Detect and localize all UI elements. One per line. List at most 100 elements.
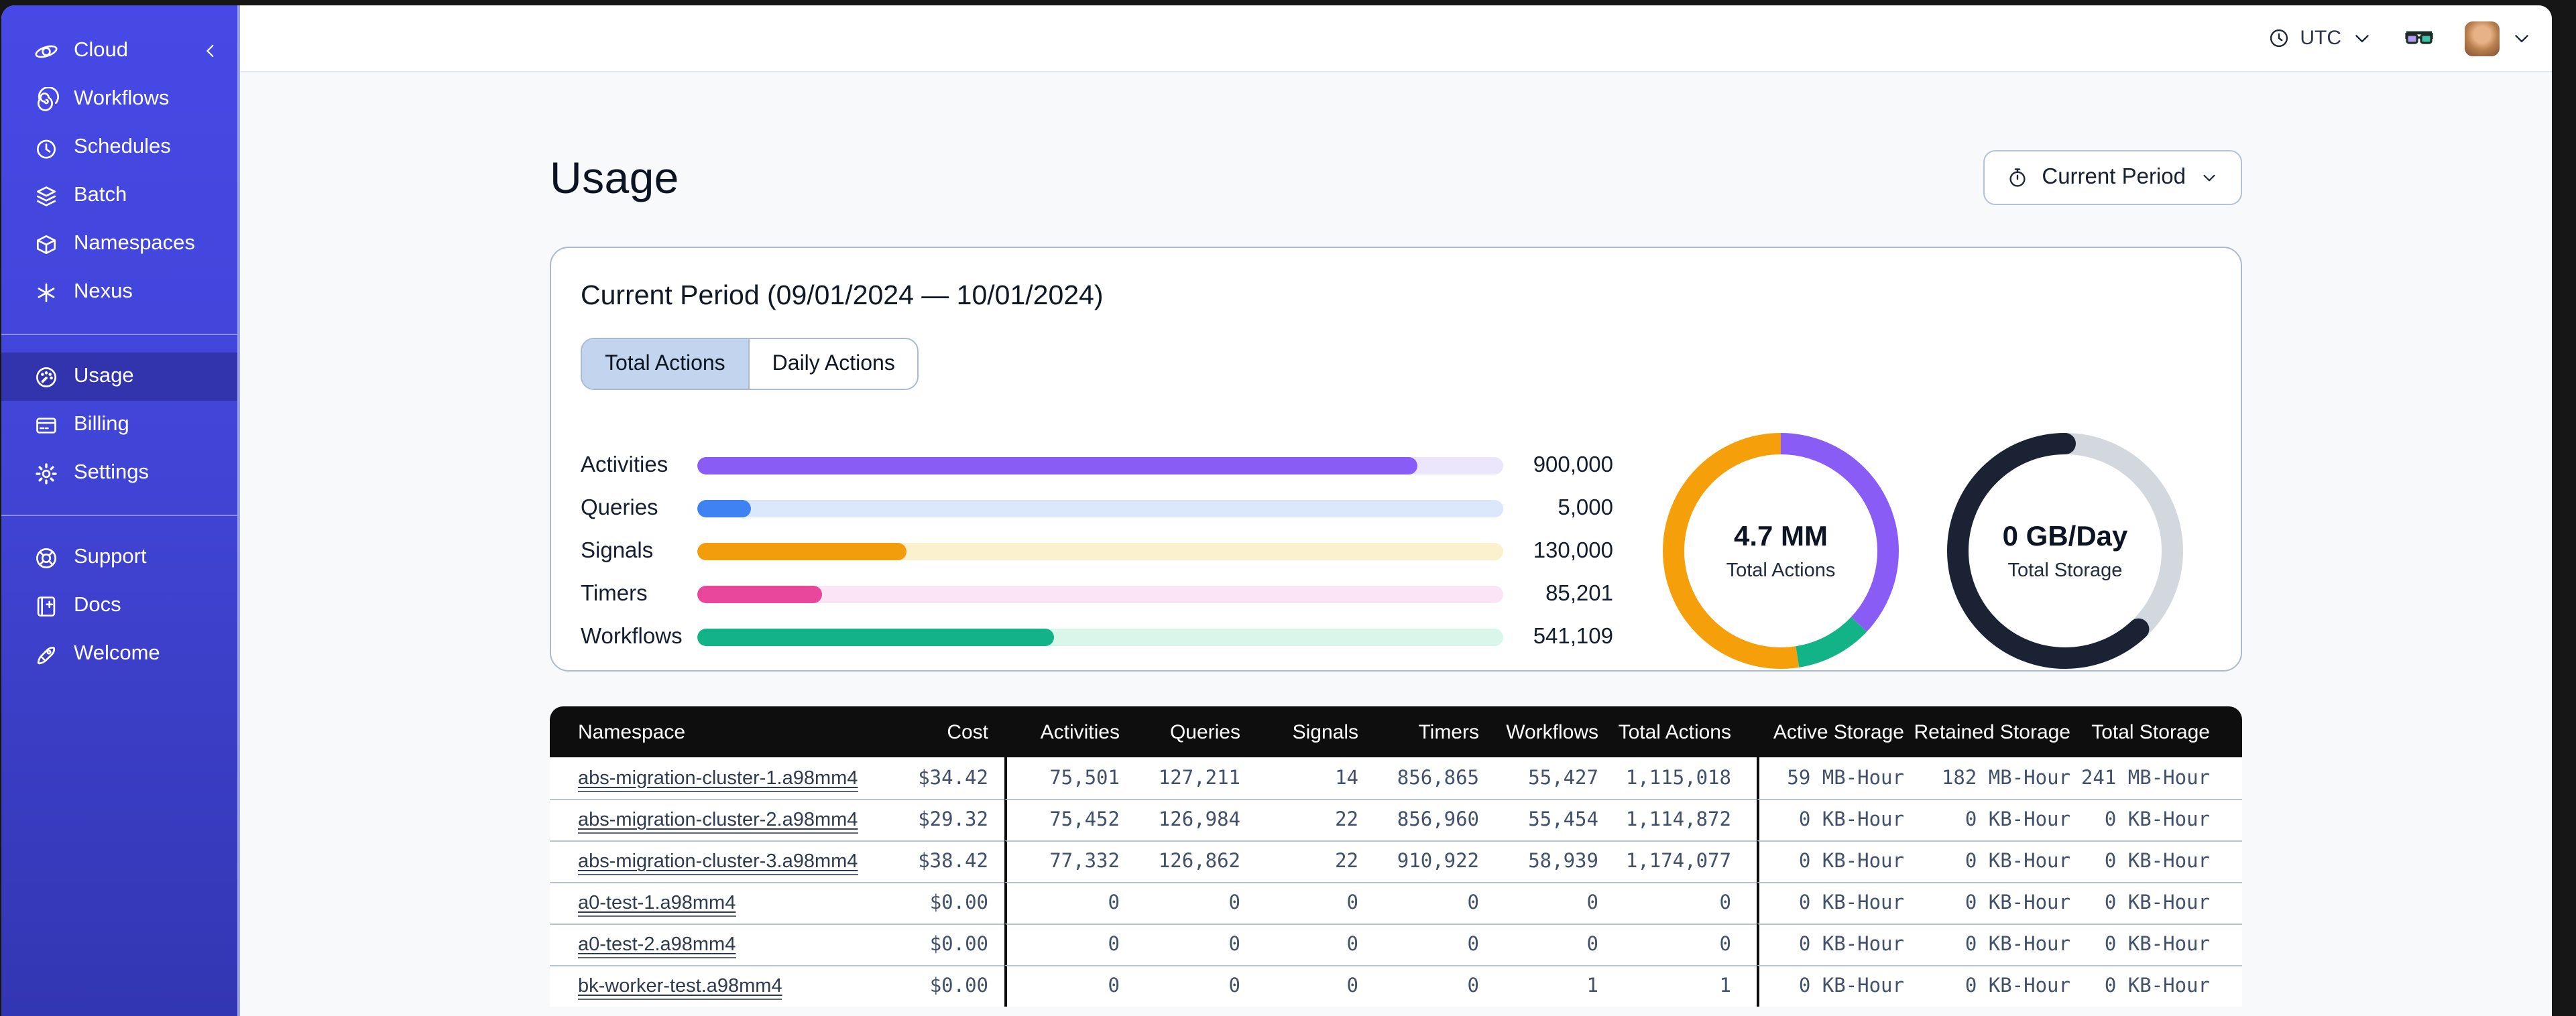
timezone-label: UTC [2300, 27, 2341, 50]
sidebar-item-workflows[interactable]: Workflows [1, 75, 237, 123]
sidebar-item-label: Settings [74, 461, 150, 484]
cell-value: 0 [1467, 976, 1479, 997]
cell-value: 75,501 [1049, 767, 1120, 789]
cell-value: 856,865 [1397, 767, 1479, 789]
column-header-total-actions[interactable]: Total Actions [1598, 706, 1757, 757]
namespace-link[interactable]: abs-migration-cluster-1.a98mm4 [578, 767, 858, 791]
table-wrap: Namespace Cost Activities Queries Signals Tim… [550, 706, 2242, 1007]
cell-value: $0.00 [929, 893, 988, 914]
settings-icon [34, 460, 59, 486]
column-header-namespace[interactable]: Namespace [550, 706, 858, 757]
cell-value: 0 KB-Hour [2104, 810, 2210, 831]
sidebar-collapse-icon[interactable] [200, 40, 221, 62]
sidebar-item-namespaces[interactable]: Namespaces [1, 220, 237, 268]
table-row: bk-worker-test.a98mm4 $0.00 0 0 0 0 1 1 0 KB-Hou… [550, 965, 2242, 1007]
tab-daily-actions[interactable]: Daily Actions [748, 339, 918, 389]
cell-value: 1 [1719, 976, 1731, 997]
chevron-down-icon [2351, 27, 2374, 50]
cell-value: $34.42 [918, 767, 988, 789]
sidebar-item-docs[interactable]: Docs [1, 582, 237, 630]
sidebar-item-batch[interactable]: Batch [1, 172, 237, 220]
current-period-card: Current Period (09/01/2024 — 10/01/2024)… [550, 247, 2242, 672]
cell-value: 0 KB-Hour [2104, 976, 2210, 997]
sidebar-item-billing[interactable]: Billing [1, 401, 237, 449]
cell-value: 0 [1586, 893, 1598, 914]
column-header-total-storage[interactable]: Total Storage [2070, 706, 2210, 757]
main-area: UTC Usage Current Peri [240, 5, 2552, 1016]
cell-value: 0 KB-Hour [1965, 810, 2070, 831]
bar-value: 900,000 [1533, 452, 1613, 477]
stopwatch-icon [2005, 166, 2028, 189]
table-row: abs-migration-cluster-3.a98mm4 $38.42 77,3… [550, 840, 2242, 882]
column-header-timers[interactable]: Timers [1358, 706, 1479, 757]
feedback-glasses-button[interactable] [2403, 22, 2435, 54]
cell-value: 0 [1467, 893, 1479, 914]
cell-value: 0 [1346, 976, 1358, 997]
sidebar-item-schedules[interactable]: Schedules [1, 123, 237, 172]
bar-row-signals: Signals 130,000 [581, 529, 1613, 572]
temporal-logo-icon [34, 38, 59, 64]
bar-fill [697, 499, 752, 517]
sidebar-item-welcome[interactable]: Welcome [1, 630, 237, 678]
cell-value: 856,960 [1397, 810, 1479, 831]
column-header-cost[interactable]: Cost [858, 706, 1004, 757]
tab-total-actions[interactable]: Total Actions [582, 339, 748, 389]
usage-donuts: 4.7 MM Total Actions 0 GB/Day Total Storage [1660, 430, 2211, 672]
cell-value: 1,115,018 [1625, 767, 1731, 789]
cell-value: 0 [1228, 934, 1240, 956]
cell-value: 0 KB-Hour [1798, 934, 1904, 956]
bar-track [697, 456, 1503, 474]
sidebar-item-label: Usage [74, 365, 134, 387]
sidebar-item-label: Namespaces [74, 232, 195, 255]
sidebar-item-cloud[interactable]: Cloud [1, 27, 237, 75]
clock-icon [2268, 27, 2290, 50]
cell-value: 0 KB-Hour [1798, 851, 1904, 873]
donut-value: 0 GB/Day [2002, 521, 2128, 552]
sidebar-item-support[interactable]: Support [1, 533, 237, 582]
column-header-queries[interactable]: Queries [1120, 706, 1240, 757]
namespace-link[interactable]: a0-test-2.a98mm4 [578, 934, 736, 958]
cell-value: $29.32 [918, 810, 988, 831]
cell-value: 1,114,872 [1625, 810, 1731, 831]
glasses-icon [2403, 22, 2435, 54]
chevron-down-icon [2199, 168, 2219, 188]
period-button-label: Current Period [2042, 165, 2186, 189]
column-header-active-storage[interactable]: Active Storage [1757, 706, 1904, 757]
sidebar-item-nexus[interactable]: Nexus [1, 268, 237, 316]
account-menu[interactable] [2465, 21, 2533, 56]
table-row: abs-migration-cluster-2.a98mm4 $29.32 75,4… [550, 799, 2242, 840]
topbar: UTC [240, 5, 2552, 72]
column-header-signals[interactable]: Signals [1240, 706, 1358, 757]
column-header-workflows[interactable]: Workflows [1479, 706, 1598, 757]
column-header-activities[interactable]: Activities [1004, 706, 1120, 757]
support-icon [34, 545, 59, 570]
cell-value: 0 KB-Hour [2104, 934, 2210, 956]
namespace-link[interactable]: bk-worker-test.a98mm4 [578, 976, 782, 1000]
column-header-retained-storage[interactable]: Retained Storage [1904, 706, 2070, 757]
cell-value: 0 [1346, 893, 1358, 914]
cell-value: 0 KB-Hour [1798, 976, 1904, 997]
bar-track [697, 542, 1503, 560]
cell-spacer [2210, 757, 2242, 799]
period-selector-button[interactable]: Current Period [1983, 150, 2242, 205]
bar-row-activities: Activities 900,000 [581, 444, 1613, 487]
bar-label: Activities [581, 452, 668, 477]
cell-value: 22 [1335, 851, 1358, 873]
cell-value: 0 KB-Hour [1798, 810, 1904, 831]
bar-fill [697, 628, 1055, 645]
bar-row-workflows: Workflows 541,109 [581, 615, 1613, 658]
sidebar-item-label: Docs [74, 594, 121, 617]
sidebar-item-label: Support [74, 546, 147, 568]
sidebar-item-usage[interactable]: Usage [1, 353, 237, 401]
timezone-selector[interactable]: UTC [2268, 27, 2374, 50]
column-header-spacer [2210, 706, 2242, 757]
namespace-link[interactable]: abs-migration-cluster-3.a98mm4 [578, 851, 858, 875]
sidebar-nav: Workflows Schedules Batch Namespaces Nexus Us… [1, 75, 237, 678]
namespace-link[interactable]: a0-test-1.a98mm4 [578, 893, 736, 917]
namespace-link[interactable]: abs-migration-cluster-2.a98mm4 [578, 810, 858, 834]
sidebar-item-settings[interactable]: Settings [1, 449, 237, 497]
billing-icon [34, 412, 59, 438]
namespaces-icon [34, 231, 59, 257]
cell-value: 0 [1108, 934, 1120, 956]
donut-total-storage: 0 GB/Day Total Storage [1944, 430, 2186, 672]
